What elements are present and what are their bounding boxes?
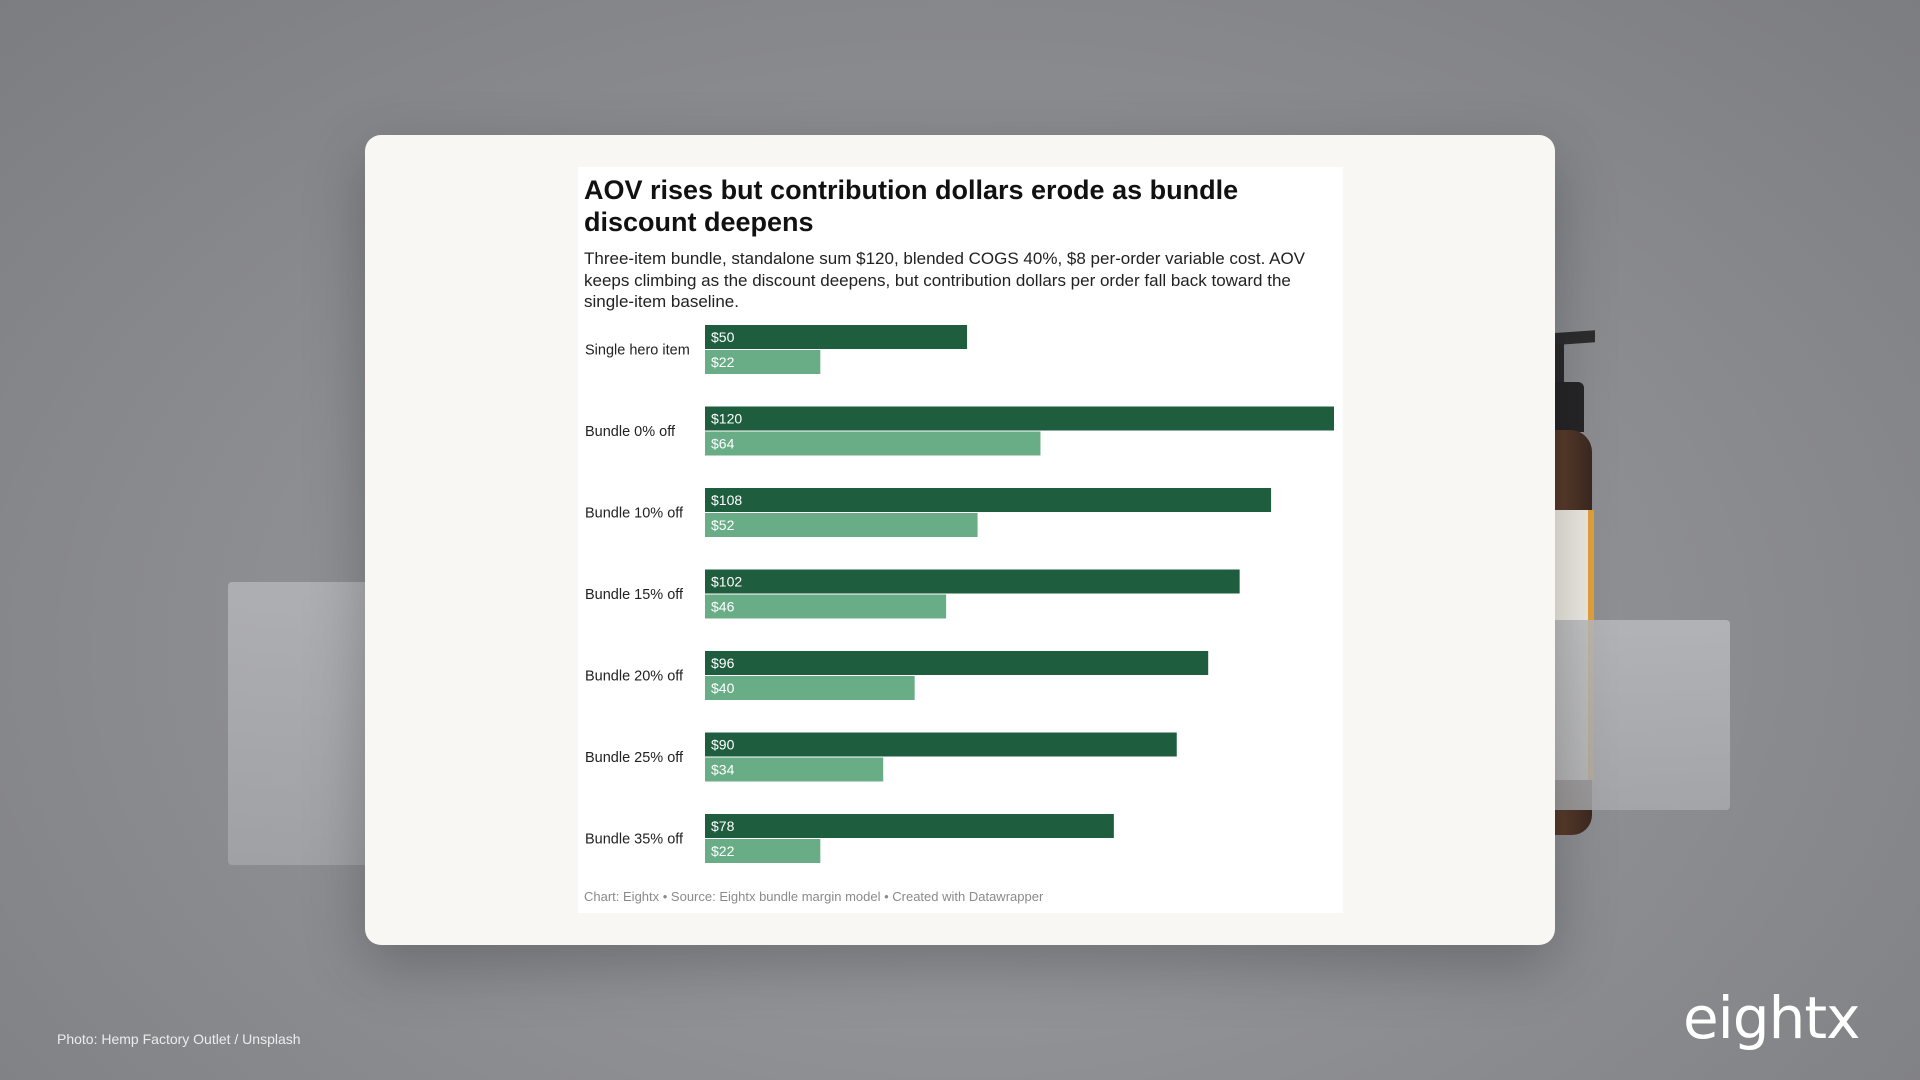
eightx-logo: eightx	[1683, 984, 1860, 1052]
contribution-bar	[705, 350, 821, 374]
chart-subtitle: Three-item bundle, standalone sum $120, …	[584, 249, 1306, 311]
category-label: Bundle 20% off	[585, 669, 684, 685]
contribution-value-label: $22	[711, 843, 735, 859]
aov-bar	[705, 325, 968, 349]
contribution-bar	[705, 676, 915, 700]
chart-card: AOV rises but contribution dollars erode…	[365, 135, 1555, 945]
aov-value-label: $96	[711, 655, 735, 671]
bar-chart: Single hero item $50 $22 Bundle 0% off $120 $…	[585, 325, 1334, 863]
background-block-right	[1540, 620, 1730, 810]
contribution-bar	[705, 757, 884, 782]
chart-title: AOV rises but contribution dollars erode…	[584, 175, 1239, 237]
aov-bar	[705, 651, 1209, 675]
aov-value-label: $90	[711, 737, 735, 753]
category-label: Bundle 15% off	[585, 587, 684, 603]
category-label: Bundle 35% off	[585, 832, 684, 848]
contribution-value-label: $40	[711, 680, 735, 696]
contribution-value-label: $34	[711, 762, 735, 778]
contribution-bar	[705, 431, 1041, 456]
contribution-bar	[705, 839, 821, 863]
aov-value-label: $50	[711, 329, 735, 345]
contribution-value-label: $22	[711, 354, 735, 370]
category-label: Bundle 10% off	[585, 506, 684, 522]
chart-panel: AOV rises but contribution dollars erode…	[578, 167, 1343, 913]
aov-value-label: $102	[711, 574, 742, 590]
contribution-value-label: $64	[711, 436, 735, 452]
aov-value-label: $78	[711, 818, 735, 834]
aov-bar	[705, 406, 1334, 431]
category-label: Bundle 25% off	[585, 750, 684, 766]
aov-bar	[705, 814, 1114, 838]
contribution-bar	[705, 594, 947, 619]
category-label: Bundle 0% off	[585, 424, 676, 440]
aov-bar	[705, 732, 1177, 757]
contribution-value-label: $46	[711, 599, 735, 615]
category-label: Single hero item	[585, 343, 690, 359]
aov-bar	[705, 488, 1272, 512]
contribution-bar	[705, 513, 978, 537]
photo-credit: Photo: Hemp Factory Outlet / Unsplash	[57, 1031, 301, 1047]
contribution-value-label: $52	[711, 517, 735, 533]
aov-bar	[705, 569, 1240, 594]
aov-value-label: $120	[711, 411, 742, 427]
aov-value-label: $108	[711, 492, 742, 508]
chart-footer: Chart: Eightx • Source: Eightx bundle ma…	[584, 889, 1044, 904]
